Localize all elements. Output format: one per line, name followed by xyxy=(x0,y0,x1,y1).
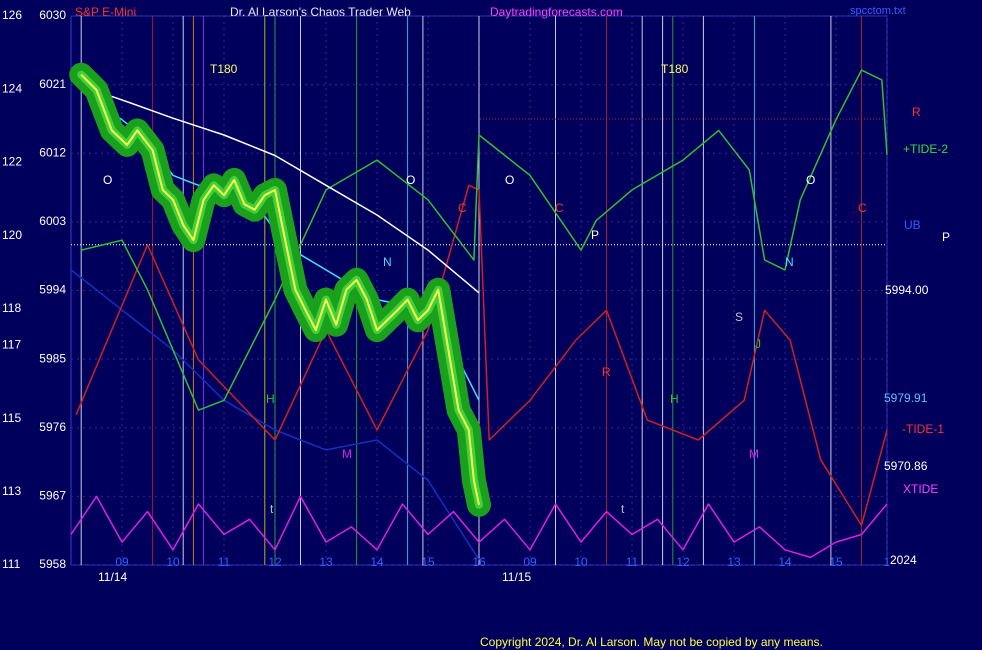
y-tick-label: 6030 xyxy=(39,8,66,22)
annotation: 2024 xyxy=(890,553,917,567)
y-tick-label: 5994 xyxy=(39,283,66,297)
annotation: H xyxy=(670,392,679,406)
x-tick-label: 14 xyxy=(370,555,384,569)
y-tick-label: 6012 xyxy=(39,145,66,159)
annotation: O xyxy=(406,173,415,187)
y-tick-label: 5985 xyxy=(39,351,66,365)
annotation: 11/15 xyxy=(502,570,531,584)
annotation: M xyxy=(749,447,759,461)
series-line xyxy=(70,269,480,561)
y2-tick-label: 111 xyxy=(2,557,21,571)
y2-tick-label: 117 xyxy=(2,338,21,352)
annotation: P xyxy=(942,230,950,244)
annotation: S xyxy=(735,310,743,324)
annotation: H xyxy=(266,392,275,406)
x-tick-label: 15 xyxy=(421,555,435,569)
annotation: R xyxy=(602,365,611,379)
annotation: C xyxy=(458,201,467,215)
x-tick-label: 15 xyxy=(829,555,843,569)
y-tick-label: 5967 xyxy=(39,489,66,503)
x-tick-label: 12 xyxy=(676,555,690,569)
y2-tick-label: 122 xyxy=(2,155,22,169)
annotation: XTIDE xyxy=(903,482,938,496)
x-tick-label: 10 xyxy=(574,555,588,569)
y2-tick-label: 124 xyxy=(2,81,22,95)
y2-tick-label: 118 xyxy=(2,301,21,315)
annotation: M xyxy=(342,447,352,461)
annotation: R xyxy=(912,105,921,119)
series-line xyxy=(80,73,480,506)
y2-tick-label: 120 xyxy=(2,228,22,242)
annotation: 5979.91 xyxy=(884,391,928,405)
series-line xyxy=(70,495,888,559)
x-tick-label: 09 xyxy=(523,555,537,569)
chart-title: Dr. Al Larson's Chaos Trader Web xyxy=(230,5,411,19)
annotation: P xyxy=(591,228,599,242)
annotation: +TIDE-2 xyxy=(903,142,948,156)
annotation: 5970.86 xyxy=(884,459,928,473)
y-tick-label: 6021 xyxy=(39,77,66,91)
x-tick-label: 10 xyxy=(166,555,180,569)
series-line xyxy=(75,184,888,527)
y2-tick-label: 115 xyxy=(2,411,21,425)
subtitle: S&P E-Mini xyxy=(75,5,136,19)
y-tick-label: 6003 xyxy=(39,214,66,228)
annotation: t xyxy=(270,502,274,516)
annotation: N xyxy=(785,255,794,269)
annotation: UB xyxy=(904,218,921,232)
annotation: N xyxy=(383,255,392,269)
x-tick-label: 1 xyxy=(884,555,891,569)
annotation: O xyxy=(103,173,112,187)
annotation: t xyxy=(621,502,625,516)
x-tick-label: 13 xyxy=(727,555,741,569)
y2-tick-label: 126 xyxy=(2,8,22,22)
x-tick-label: 11 xyxy=(218,555,231,569)
x-tick-label: 13 xyxy=(319,555,333,569)
annotation: -TIDE-1 xyxy=(902,422,944,436)
annotation: C xyxy=(858,201,867,215)
annotation: C xyxy=(555,201,564,215)
y-tick-label: 5976 xyxy=(39,420,66,434)
y2-tick-label: 113 xyxy=(2,484,21,498)
site-name: Daytradingforecasts.com xyxy=(490,5,623,19)
copyright: Copyright 2024, Dr. Al Larson. May not b… xyxy=(480,635,823,649)
annotation: 11/14 xyxy=(98,570,127,584)
annotation: O xyxy=(505,173,514,187)
x-tick-label: 14 xyxy=(778,555,792,569)
series-line xyxy=(86,86,480,294)
annotation: 5994.00 xyxy=(885,283,929,297)
x-tick-label: 09 xyxy=(115,555,129,569)
annotation: T180 xyxy=(661,62,689,76)
annotation: J xyxy=(755,337,761,351)
file-name: spcctom.txt xyxy=(850,5,906,17)
x-tick-label: 11 xyxy=(626,555,639,569)
annotation: O xyxy=(806,173,815,187)
annotation: T180 xyxy=(210,62,238,76)
y-tick-label: 5958 xyxy=(39,557,66,571)
series-line xyxy=(81,69,888,411)
